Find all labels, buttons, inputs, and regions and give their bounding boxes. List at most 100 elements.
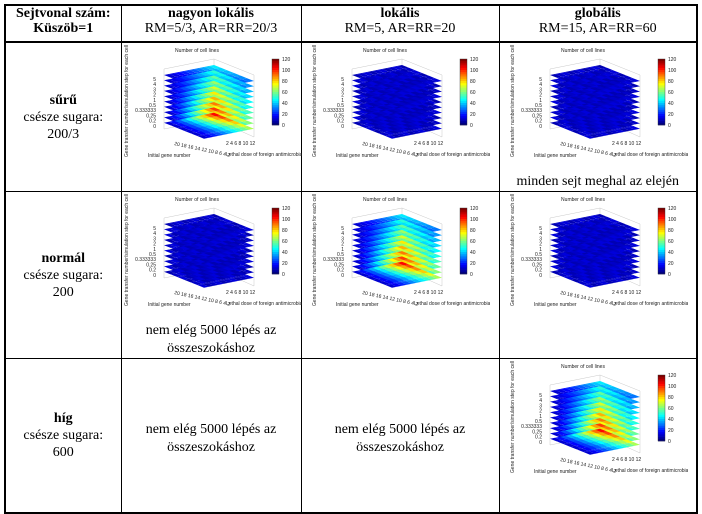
slice-cell [623,443,635,447]
slice-cell [392,220,404,224]
slice-cell [198,221,211,225]
colorbar-step [657,394,665,398]
corner-line1: Sejtvonal szám: [16,6,111,21]
slice-cell [372,101,384,106]
slice-cell [564,76,577,80]
slice-cell [574,218,587,222]
slice-cell [614,394,627,398]
slice-cell [352,89,364,94]
slice-cell [362,82,374,87]
slice-cell [418,97,431,102]
slice-cell [589,92,602,97]
slice-cell [210,116,222,121]
slice-cell [168,264,181,269]
slice-cell [589,113,602,118]
slice-cell [589,108,602,113]
slice-cell [608,423,620,428]
slice-cell [598,281,610,285]
slice-cell [168,227,181,231]
colorbar-tick-label: 60 [282,90,288,96]
slice-cell [601,88,614,93]
slice-cell [178,102,191,107]
slice-cell [584,430,597,435]
slice-cell [412,79,424,83]
slice-cell [583,272,595,276]
slice-cell [403,264,416,269]
plot-title: Number of cell lines [561,48,605,54]
slice-cell [173,258,186,262]
slice-cell [589,274,602,279]
slice-cell [191,124,204,128]
colorbar-tick-label: 120 [282,57,291,63]
colorbar-tick-label: 20 [668,428,674,434]
slice-cell [549,249,562,254]
slice-cell [601,388,614,393]
colorbar-step [460,105,467,108]
slice-cell [569,278,582,283]
slice-cell [225,125,237,130]
slice-cell [392,241,404,246]
colorbar-tick-label: 40 [282,101,288,107]
plot-xlabel-left: Initial gene number [534,469,577,475]
colorbar-step [657,421,665,424]
slice-cell [235,86,247,90]
slice-cell [430,269,442,274]
slice-cell [236,79,249,83]
slice-cell [190,281,202,286]
slice [549,112,640,139]
slice-cell [584,275,597,280]
slice-cell [425,254,437,259]
slice-cell [601,259,614,263]
slice-cell [377,255,389,259]
slice-cell [230,81,242,86]
slice-cell [616,87,629,91]
slice-cell [372,112,384,117]
slice-cell [183,234,196,239]
slice-cell [191,273,204,277]
slice-cell [215,104,227,109]
colorbar-step [657,208,665,211]
slice-cell [417,99,429,104]
slice-cell [362,263,374,268]
plot-xlabel-right: Lethal dose of foreign antimicrobial [226,301,302,307]
slice-cell [398,111,411,115]
colorbar-step [657,83,665,86]
slice-cell [230,87,242,91]
colorbar-step [271,230,279,233]
slice [163,261,254,288]
slice-cell [352,116,364,121]
slice-cell [579,264,592,269]
slice-cell [603,403,615,407]
slice-cell [358,124,371,129]
slice-cell [215,72,227,77]
slice-cell [559,430,572,435]
slice-cell [628,436,640,441]
colorbar-step [271,260,279,264]
slice-cell [609,432,622,437]
slice-cell [596,384,609,389]
slice-cell [397,229,409,234]
colorbar [459,207,468,275]
slice-cell [430,83,442,88]
slice-cell [196,135,209,139]
slice-cell [357,232,369,237]
cell-note: nem elég 5000 lépés az összeszokáshoz [145,422,277,455]
slice-cell [549,437,562,442]
colorbar-step [460,263,467,266]
slice-cell [398,228,411,232]
slice-cell [215,94,227,98]
slice-cell [425,79,437,83]
slice-cell [430,110,442,114]
colorbar-step [271,223,279,226]
slice-cell [221,267,234,271]
slice-cell [215,99,227,104]
cell-note: nem elég 5000 lépés az összeszokáshoz [145,323,277,356]
slice-cell [603,252,615,256]
slice-cell [180,122,192,127]
slice-cell [596,233,609,238]
slice-cell [382,99,394,104]
slice-cell [579,389,592,393]
slice-cell [388,279,401,284]
slice-cell [180,271,192,276]
slice-cell [173,77,186,81]
